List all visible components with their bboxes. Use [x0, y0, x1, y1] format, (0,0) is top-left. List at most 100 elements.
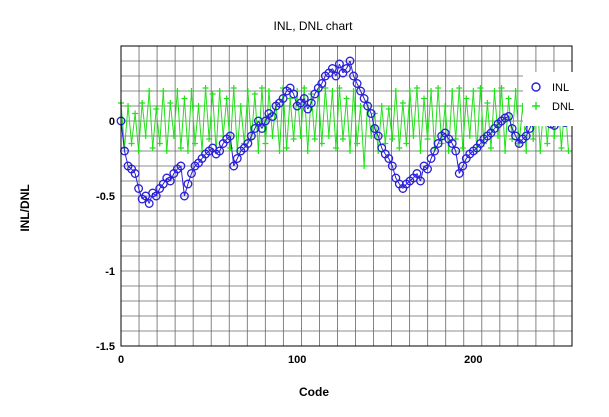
inl-segment	[518, 138, 524, 144]
dnl-segment	[198, 105, 203, 152]
dnl-segment	[180, 98, 185, 149]
inl-point	[243, 139, 253, 148]
dnl-point	[325, 133, 332, 139]
dnl-segment	[166, 102, 171, 152]
dnl-segment	[419, 98, 425, 152]
inl-segment	[134, 173, 140, 189]
y-tick-label: -1.5	[96, 341, 115, 353]
y-axis-label: INL/DNL	[18, 184, 32, 231]
dnl-segment	[338, 87, 344, 140]
inl-segment	[310, 93, 316, 104]
dnl-point	[202, 85, 209, 91]
dnl-segment	[303, 87, 309, 152]
inl-point	[458, 161, 468, 171]
dnl-point	[421, 95, 428, 102]
inl-segment	[317, 83, 323, 89]
inl-segment	[398, 183, 404, 189]
inl-point	[176, 161, 186, 171]
dnl-point	[167, 100, 174, 106]
inl-point	[335, 59, 344, 69]
x-tick-labels: 0 100 200	[118, 354, 483, 366]
inl-point	[387, 161, 397, 171]
y-tick-label: -0.5	[96, 191, 115, 203]
dnl-point	[530, 136, 537, 142]
inl-point	[359, 94, 369, 103]
dnl-segment	[219, 90, 224, 137]
inl-segment	[448, 138, 453, 144]
dnl-segment	[215, 90, 221, 152]
x-tick-label: 0	[118, 354, 124, 366]
dnl-point	[276, 148, 283, 154]
inl-point	[257, 124, 267, 133]
dnl-segment	[335, 87, 340, 149]
dnl-point	[565, 148, 572, 154]
inl-point	[521, 131, 531, 141]
inl-point	[352, 79, 362, 88]
dnl-point	[484, 100, 491, 106]
inl-segment	[201, 153, 206, 159]
dnl-point	[466, 133, 473, 139]
inl-point	[356, 86, 366, 96]
dnl-point	[177, 145, 184, 151]
inl-point	[306, 98, 316, 108]
dnl-segment	[353, 90, 358, 144]
dnl-segment	[465, 98, 471, 137]
dnl-point	[227, 145, 234, 151]
inl-point	[261, 116, 270, 126]
dnl-segment	[205, 87, 210, 140]
dnl-segment	[159, 90, 164, 144]
dnl-segment	[462, 98, 467, 149]
dnl-point	[413, 85, 420, 91]
dnl-segment	[289, 98, 295, 140]
inl-segment	[229, 135, 235, 167]
dnl-point	[389, 136, 396, 142]
inl-point	[426, 154, 436, 163]
dnl-segment	[190, 90, 196, 144]
inl-segment	[370, 113, 376, 129]
inl-segment	[377, 135, 383, 149]
dnl-segment	[515, 90, 520, 144]
dnl-point	[283, 145, 290, 151]
dnl-segment	[384, 108, 390, 144]
dnl-segment	[152, 108, 157, 149]
dnl-segment	[307, 93, 312, 152]
dnl-point	[354, 140, 361, 147]
inl-point	[430, 146, 440, 156]
dnl-point	[191, 140, 198, 147]
dnl-point	[424, 136, 431, 142]
dnl-point	[142, 133, 149, 139]
dnl-point	[125, 103, 132, 109]
dnl-point	[357, 103, 364, 109]
dnl-segment	[451, 90, 457, 140]
inl-segment	[279, 98, 284, 104]
dnl-segment	[321, 87, 326, 144]
inl-segment	[349, 60, 355, 77]
dnl-point	[491, 88, 498, 94]
dnl-point	[301, 85, 308, 91]
inl-point	[215, 146, 225, 156]
dnl-segment	[134, 113, 140, 152]
dnl-point	[255, 148, 262, 154]
dnl-point	[139, 100, 146, 106]
dnl-segment	[233, 87, 238, 152]
dnl-point	[403, 140, 410, 147]
inl-point	[345, 56, 355, 66]
dnl-segment	[490, 90, 495, 149]
dnl-point	[456, 85, 463, 91]
dnl-point	[502, 148, 509, 154]
dnl-segment	[120, 102, 126, 149]
dnl-point	[417, 148, 424, 154]
dnl-segment	[430, 90, 436, 149]
dnl-point	[209, 91, 216, 97]
dnl-segment	[388, 108, 393, 140]
inl-point	[299, 94, 309, 103]
inl-point	[229, 161, 239, 171]
dnl-point	[230, 85, 237, 91]
inl-point	[342, 64, 351, 73]
inl-segment	[338, 63, 344, 74]
inl-segment	[384, 153, 390, 159]
inl-segment	[479, 138, 485, 144]
dnl-segment	[201, 87, 207, 152]
dnl-point	[512, 88, 519, 94]
dnl-point	[160, 88, 167, 94]
